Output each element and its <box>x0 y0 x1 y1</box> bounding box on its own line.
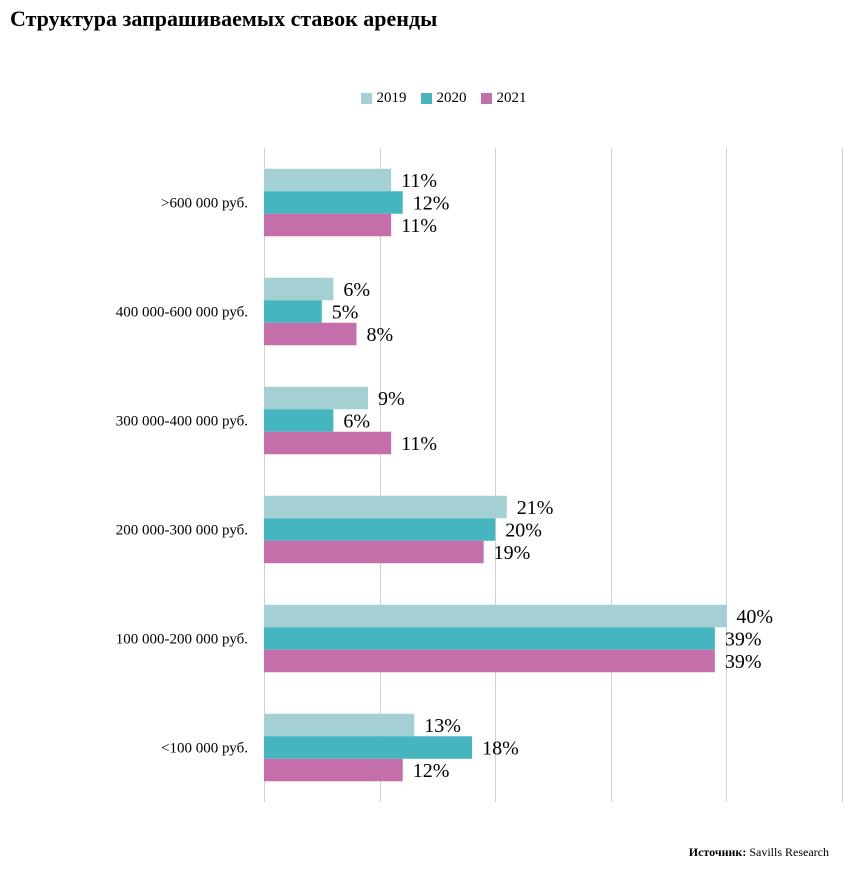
bar <box>264 322 357 346</box>
data-label: 20% <box>505 520 542 542</box>
bar <box>264 713 415 737</box>
bar <box>264 540 484 564</box>
category-label: <100 000 руб. <box>161 741 248 757</box>
chart-title: Структура запрашиваемых ставок аренды <box>10 6 438 31</box>
legend-swatch-2020 <box>420 93 432 104</box>
bar <box>264 168 392 192</box>
bar <box>264 758 403 782</box>
data-label: 11% <box>401 170 437 192</box>
legend-label-2019: 2019 <box>376 90 407 106</box>
bar <box>264 300 322 323</box>
data-label: 18% <box>482 738 519 760</box>
category-label: 400 000-600 000 руб. <box>116 305 248 321</box>
category-label: 300 000-400 000 руб. <box>116 414 248 430</box>
data-label: 39% <box>725 629 762 651</box>
data-label: 13% <box>424 715 461 737</box>
data-label: 5% <box>332 302 359 324</box>
data-label: 12% <box>413 760 450 782</box>
legend-swatch-2021 <box>480 93 492 104</box>
bar <box>264 736 473 759</box>
data-label: 11% <box>401 433 437 455</box>
data-label: 6% <box>343 411 370 433</box>
data-label: 8% <box>366 324 393 346</box>
legend-item-2019: 2019 <box>360 90 407 107</box>
data-label: 39% <box>725 651 762 673</box>
bar <box>264 191 403 214</box>
chart-legend: 2019 2020 2021 <box>0 90 857 107</box>
legend-item-2020: 2020 <box>420 90 467 107</box>
bar <box>264 627 715 650</box>
data-label: 19% <box>494 542 531 564</box>
bar <box>264 495 507 519</box>
bar <box>264 518 496 541</box>
bar <box>264 431 392 455</box>
bar <box>264 649 715 673</box>
legend-item-2021: 2021 <box>480 90 527 107</box>
bar <box>264 277 334 301</box>
category-label: 200 000-300 000 руб. <box>116 523 248 539</box>
bar <box>264 386 369 410</box>
bar <box>264 213 392 237</box>
legend-swatch-2019 <box>360 93 372 104</box>
source-label: Источник: <box>688 845 747 859</box>
source-value: Savills Research <box>749 845 829 859</box>
legend-label-2020: 2020 <box>436 90 467 106</box>
category-label: 100 000-200 000 руб. <box>116 632 248 648</box>
bar <box>264 604 727 628</box>
data-label: 6% <box>343 279 370 301</box>
data-label: 9% <box>378 388 405 410</box>
source-note: Источник: Savills Research <box>689 845 829 860</box>
data-label: 11% <box>401 215 437 237</box>
data-label: 12% <box>413 193 450 215</box>
data-label: 40% <box>736 606 773 628</box>
legend-label-2021: 2021 <box>496 90 527 106</box>
data-label: 21% <box>517 497 554 519</box>
category-label: >600 000 руб. <box>161 196 248 212</box>
bar <box>264 409 334 432</box>
